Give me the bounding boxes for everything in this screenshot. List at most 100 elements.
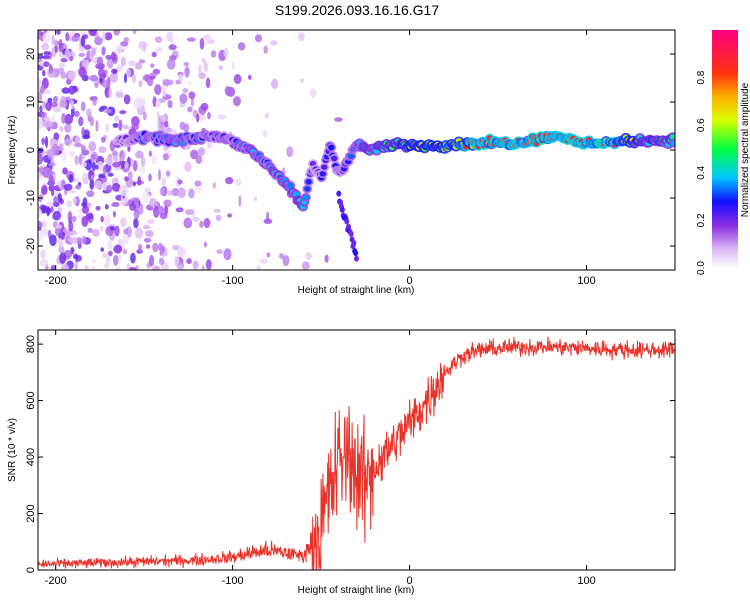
spectrogram-x-ticks: -200 -100 0 100	[45, 30, 596, 287]
spectrogram-noise-cell	[334, 117, 343, 122]
spectrogram-noise-cell	[72, 86, 79, 93]
spectrogram-noise-cell	[123, 36, 130, 43]
spectrogram-noise-cell	[123, 228, 129, 235]
spectrogram-noise-cell	[198, 72, 206, 80]
spectrogram-noise-cell	[50, 206, 54, 213]
colorbar: 0.0 0.2 0.4 0.6 0.8 Normalized spectral ampl…	[696, 30, 750, 275]
spectrogram-noise-cell	[113, 244, 123, 254]
spectrogram-noise-cell	[41, 185, 48, 196]
spectrogram-noise-cell	[39, 60, 44, 67]
spectrogram-noise-cell	[199, 220, 204, 228]
spectrogram-noise-cell	[61, 87, 71, 94]
spectrogram-noise-cell	[116, 64, 124, 72]
spectrogram-noise-cell	[212, 181, 217, 189]
spectrogram-noise-cell	[133, 208, 140, 220]
spectrogram-noise-cell	[65, 32, 70, 42]
spectrogram-noise-cell	[154, 84, 162, 96]
spectrogram-noise-cell	[115, 267, 121, 270]
spectrogram-noise-cell	[132, 181, 137, 187]
snr-y-label: SNR (10 * v/v)	[7, 418, 18, 482]
snr-y-tick-label: 600	[25, 391, 37, 409]
spectrogram-noise-cell	[42, 55, 50, 60]
spectrogram-noise-cell	[74, 155, 80, 165]
spectrogram-noise-cell	[43, 89, 51, 94]
spectrogram-noise-cell	[92, 57, 97, 62]
spectrogram-noise-cell	[58, 231, 66, 241]
spectrogram-y-tick-label: 0	[25, 147, 37, 153]
spectrogram-noise-cell	[49, 234, 57, 247]
spectrogram-noise-cell	[301, 261, 310, 270]
spectrogram-noise-cell	[225, 176, 234, 185]
spectrogram-noise-cell	[130, 252, 136, 264]
spectrogram-noise-cell	[48, 162, 56, 167]
spectrogram-noise-cell	[148, 254, 155, 267]
spectrogram-noise-cell	[78, 52, 85, 58]
spectrogram-noise-cell	[96, 62, 105, 70]
spectrogram-noise-cell	[203, 61, 209, 73]
spectrogram-noise-cell	[203, 241, 207, 248]
spectrogram-noise-cell	[206, 38, 216, 45]
spectrogram-ridge-cell	[331, 155, 338, 162]
spectrogram-noise-cell	[158, 206, 163, 215]
spectrogram-noise-cell	[155, 99, 161, 109]
spectrogram-x-tick-label: 0	[407, 275, 413, 287]
spectrogram-noise-cell	[46, 207, 52, 215]
spectrogram-noise-cell	[51, 188, 55, 197]
spectrogram-noise-cell	[101, 80, 110, 88]
spectrogram-noise-cell	[111, 182, 121, 192]
spectrogram-noise-cell	[149, 75, 156, 80]
spectrogram-noise-cell	[110, 51, 116, 62]
spectrogram-noise-cell	[50, 264, 57, 270]
spectrogram-noise-cell	[192, 216, 200, 222]
spectrogram-noise-cell	[179, 93, 188, 104]
spectrogram-noise-cell	[201, 264, 205, 270]
spectrogram-noise-cell	[148, 150, 152, 157]
snr-x-tick-label: -100	[222, 575, 244, 587]
spectrogram-ridge-cell	[292, 191, 300, 197]
spectrogram-noise-cell	[80, 161, 88, 168]
spectrogram-noise-cell	[67, 71, 77, 80]
spectrogram-y-tick-label: -10	[25, 190, 37, 206]
spectrogram-noise-cell	[126, 68, 131, 78]
spectrogram-noise-cell	[58, 100, 68, 108]
spectrogram-noise-cell	[262, 129, 268, 138]
spectrogram-noise-cell	[173, 255, 179, 267]
spectrogram-noise-cell	[154, 36, 163, 44]
spectrogram-noise-cell	[300, 78, 304, 83]
spectrogram-noise-cell	[120, 56, 127, 67]
spectrogram-noise-cell	[142, 74, 151, 81]
spectrogram-noise-cell	[101, 46, 106, 56]
spectrogram-noise-cell	[203, 34, 212, 41]
spectrogram-noise-cell	[46, 201, 53, 208]
spectrogram-noise-cell	[112, 161, 121, 168]
spectrogram-y-tick-label: 20	[25, 48, 37, 60]
spectrogram-noise-cell	[57, 137, 61, 146]
spectrogram-noise-cell	[310, 88, 317, 98]
spectrogram-noise-cell	[111, 68, 118, 74]
spectrogram-noise-cell	[84, 264, 89, 270]
spectrogram-noise-cell	[68, 174, 74, 183]
spectrogram-noise-cell	[263, 45, 268, 55]
spectrogram-noise-cell	[185, 209, 194, 216]
spectrogram-noise-cell	[60, 263, 70, 270]
spectrogram-noise-cell	[264, 112, 269, 119]
spectrogram-noise-cell	[112, 255, 119, 266]
spectrogram-noise-cell	[81, 126, 85, 137]
spectrogram-noise-cell	[270, 40, 278, 46]
spectrogram-noise-cell	[168, 44, 177, 51]
spectrogram-noise-cell	[103, 108, 112, 114]
spectrogram-noise-cell	[161, 86, 167, 91]
spectrogram-noise-cell	[61, 149, 67, 162]
spectrogram-noise-cell	[74, 177, 79, 183]
spectrogram-noise-cell	[198, 147, 206, 157]
spectrogram-noise-cell	[43, 116, 51, 122]
spectrogram-noise-cell	[97, 68, 105, 78]
spectrogram-noise-cell	[72, 197, 77, 204]
spectrogram-noise-cell	[39, 258, 49, 267]
spectrogram-noise-cell	[38, 220, 43, 230]
spectrogram-noise-cell	[64, 113, 73, 125]
spectrogram-noise-cell	[113, 30, 121, 36]
spectrogram-noise-cell	[81, 205, 90, 214]
spectrogram-noise-cell	[200, 102, 209, 111]
